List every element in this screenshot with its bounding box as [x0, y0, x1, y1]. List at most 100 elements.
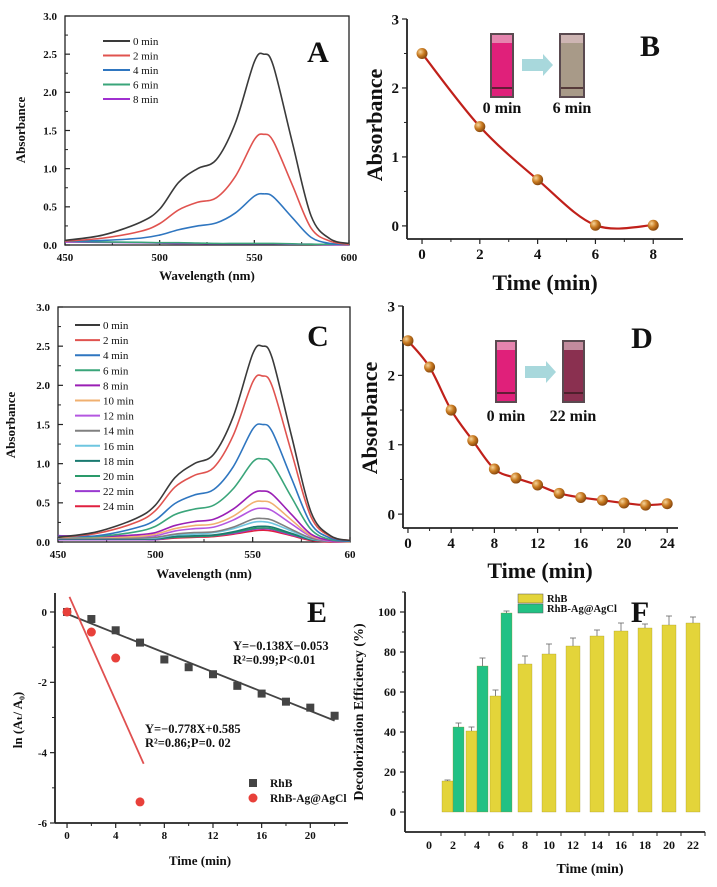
legend-label: RhB — [270, 778, 293, 790]
y-tick-label: 1.0 — [43, 164, 57, 176]
data-point — [618, 497, 630, 509]
panel-A: 450 500 550 600 0.0 0.5 1.0 1.5 2.0 2.5 3.0 Wavelen… — [13, 11, 358, 283]
bar-RhB-Ag@AgCl — [500, 612, 513, 813]
y-tick-label: 3 — [388, 299, 396, 315]
x-tick-label: 12 — [207, 830, 219, 842]
x-tick-label: 4 — [534, 247, 542, 263]
inset-label-before: 0 min — [483, 100, 522, 117]
panel-B: 0 2 4 6 8 0 1 2 3 Time (min) Absorbance B 0 min 6 min — [362, 12, 683, 295]
y-tick-label: -2 — [38, 677, 48, 689]
legend-label: 0 min — [133, 36, 159, 48]
legend-label: 18 min — [103, 456, 134, 468]
panel-letter: C — [307, 320, 329, 353]
spectrum-line-6-min — [64, 240, 349, 246]
x-tick-label: 500 — [151, 252, 168, 264]
panel-letter: F — [631, 596, 649, 629]
y-tick-label: 40 — [384, 725, 396, 739]
y-tick-label: 0 — [42, 607, 48, 619]
bar-RhB — [517, 663, 533, 813]
panel-letter: D — [631, 322, 653, 355]
data-point-square — [208, 670, 217, 679]
cuvette-cap — [497, 342, 515, 350]
bar-RhB — [589, 635, 605, 813]
fit-line-1 — [68, 596, 145, 765]
x-tick-label: 450 — [50, 549, 67, 561]
x-tick-label: 12 — [567, 838, 579, 852]
bar-RhB — [565, 645, 581, 813]
x-tick-label: 550 — [244, 549, 261, 561]
spectrum-line-8-min — [57, 490, 351, 543]
spectra-curves — [57, 344, 351, 543]
legend-label: 10 min — [103, 396, 134, 408]
inset-label-after: 6 min — [553, 100, 592, 117]
spectrum-line-10-min — [57, 500, 351, 543]
x-tick-label: 550 — [246, 252, 263, 264]
legend-marker-circle — [248, 793, 258, 803]
x-tick-label: 6 — [592, 247, 600, 263]
panel-letter: E — [307, 596, 327, 629]
bar-RhB — [637, 627, 653, 813]
y-tick-label: -6 — [38, 818, 48, 830]
legend-label: 22 min — [103, 486, 134, 498]
legend-label: 4 min — [133, 65, 159, 77]
x-tick-label: 6 — [498, 838, 504, 852]
cuvette-cap — [561, 35, 583, 43]
legend-label: 8 min — [103, 380, 129, 392]
x-tick-label: 8 — [649, 247, 657, 263]
y-axis-title: Absorbance — [13, 97, 28, 164]
y-tick-label: 1 — [392, 150, 400, 166]
data-point — [532, 174, 544, 186]
cuvette-cap — [564, 342, 583, 350]
legend-label: 2 min — [103, 335, 129, 347]
x-tick-label: 16 — [256, 830, 268, 842]
data-point — [661, 498, 673, 510]
data-point — [416, 47, 428, 59]
panel-letter: B — [640, 30, 660, 63]
legend: 0 min 2 min 4 min 6 min 8 min 10 min 12 min 14 … — [75, 320, 134, 513]
bar-RhB — [661, 624, 677, 813]
x-tick-label: 4 — [474, 838, 480, 852]
legend-label: 2 min — [133, 51, 159, 63]
x-tick-label: 24 — [660, 536, 676, 552]
y-tick-label: 3.0 — [43, 11, 57, 23]
legend-label: 0 min — [103, 320, 129, 332]
y-tick-label: 0.0 — [43, 240, 57, 252]
panel-C: 450 500 550 60 0.0 0.5 1.0 1.5 2.0 2.5 3.0 Waveleng… — [3, 302, 356, 581]
legend-label: 14 min — [103, 426, 134, 438]
y-tick-label: 1.0 — [36, 459, 50, 471]
data-point — [589, 219, 601, 231]
bar-RhB — [541, 653, 557, 813]
arrow-icon — [522, 54, 553, 76]
data-point-square — [136, 638, 145, 647]
y-tick-label: 100 — [378, 605, 396, 619]
data-point — [596, 494, 608, 506]
spectrum-line-4-min — [64, 192, 350, 246]
x-tick-label: 8 — [491, 536, 499, 552]
fit-stats: R²=0.86;P=0. 02 — [145, 736, 231, 750]
y-tick-label: 2 — [388, 369, 396, 385]
legend-label: RhB — [547, 594, 567, 605]
x-tick-label: 8 — [522, 838, 528, 852]
x-tick-label: 4 — [113, 830, 119, 842]
y-tick-label: 1.5 — [36, 419, 50, 431]
data-point-circle — [111, 653, 121, 663]
x-tick-label: 20 — [305, 830, 317, 842]
bar-RhB — [489, 695, 502, 813]
y-tick-label: 0.5 — [36, 498, 50, 510]
x-tick-label: 12 — [530, 536, 545, 552]
data-point-square — [281, 697, 290, 706]
data-point-square — [87, 615, 96, 624]
x-tick-label: 20 — [663, 838, 675, 852]
panel-letter: A — [307, 36, 329, 69]
data-point — [575, 491, 587, 503]
bar-RhB — [465, 730, 478, 813]
legend-swatch — [517, 593, 544, 604]
data-point-circle — [86, 627, 96, 637]
spectrum-line-14-min — [57, 517, 351, 543]
data-point — [488, 463, 500, 475]
cuvette-before — [490, 33, 514, 98]
x-axis-title: Time (min) — [487, 558, 592, 583]
